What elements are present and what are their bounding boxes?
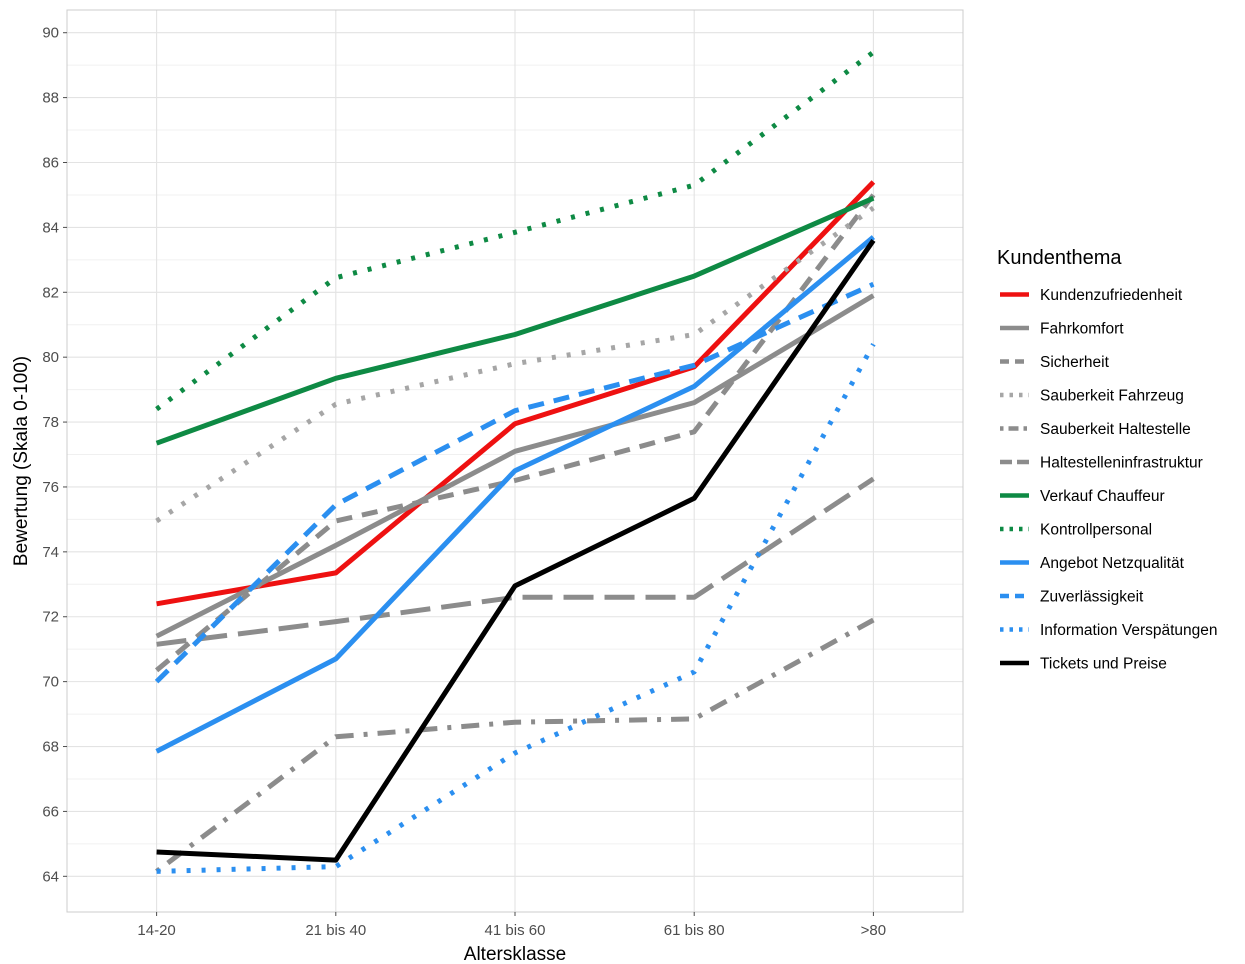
series-line-sauberkeit-haltestelle	[155, 617, 875, 874]
legend-label: Sicherheit	[1040, 354, 1110, 371]
y-tick-label: 82	[42, 284, 59, 301]
series-line-information-verspätungen	[156, 343, 876, 874]
series-line-kundenzufriedenheit	[156, 180, 876, 607]
legend-title: Kundenthema	[997, 247, 1122, 269]
y-tick-label: 66	[42, 803, 59, 820]
series-line-tickets-und-preise	[156, 238, 876, 863]
x-tick-label: 41 bis 60	[485, 922, 546, 939]
y-tick-label: 90	[42, 25, 59, 42]
x-axis-title: Altersklasse	[464, 944, 566, 964]
legend: Kundenthema Kundenzufriedenheit Fahrkomfo…	[997, 247, 1218, 673]
data-series	[154, 50, 876, 874]
y-tick-label: 70	[42, 674, 59, 691]
y-tick-label: 88	[42, 90, 59, 107]
x-tick-label: 61 bis 80	[664, 922, 725, 939]
series-line-zuverlässigkeit	[154, 281, 875, 684]
legend-label: Haltestelleninfrastruktur	[1040, 455, 1203, 472]
legend-label: Sauberkeit Haltestelle	[1040, 421, 1191, 438]
series-line-verkauf-chauffeur	[155, 195, 875, 446]
legend-label: Angebot Netzqualität	[1040, 555, 1185, 572]
series-line-kontrollpersonal	[155, 50, 875, 412]
x-tick-label: 21 bis 40	[305, 922, 366, 939]
y-tick-label: 84	[42, 219, 59, 236]
x-tick-label: >80	[861, 922, 886, 939]
y-tick-label: 80	[42, 349, 59, 366]
y-tick-label: 72	[42, 609, 59, 626]
x-tick-label: 14-20	[137, 922, 175, 939]
y-tick-label: 76	[42, 479, 59, 496]
legend-label: Zuverlässigkeit	[1040, 589, 1144, 606]
legend-label: Kundenzufriedenheit	[1040, 287, 1183, 304]
series-line-sicherheit	[154, 193, 876, 673]
legend-label: Information Verspätungen	[1040, 622, 1218, 639]
axes: 64 66 68 70 72 74 76 78 80 82 84 86 88 90 14-20 21 bis …	[42, 25, 886, 939]
y-tick-label: 74	[42, 544, 59, 561]
legend-label: Verkauf Chauffeur	[1040, 488, 1165, 505]
grid-lines	[67, 10, 963, 912]
y-tick-label: 86	[42, 154, 59, 171]
legend-label: Sauberkeit Fahrzeug	[1040, 388, 1184, 405]
y-tick-label: 68	[42, 739, 59, 756]
y-axis-title: Bewertung (Skala 0-100)	[11, 356, 32, 566]
legend-label: Kontrollpersonal	[1040, 522, 1152, 539]
y-tick-label: 78	[42, 414, 59, 431]
series-line-fahrkomfort	[155, 293, 875, 639]
legend-label: Fahrkomfort	[1040, 321, 1124, 338]
y-tick-label: 64	[42, 868, 59, 885]
legend-label: Tickets und Preise	[1040, 656, 1167, 673]
